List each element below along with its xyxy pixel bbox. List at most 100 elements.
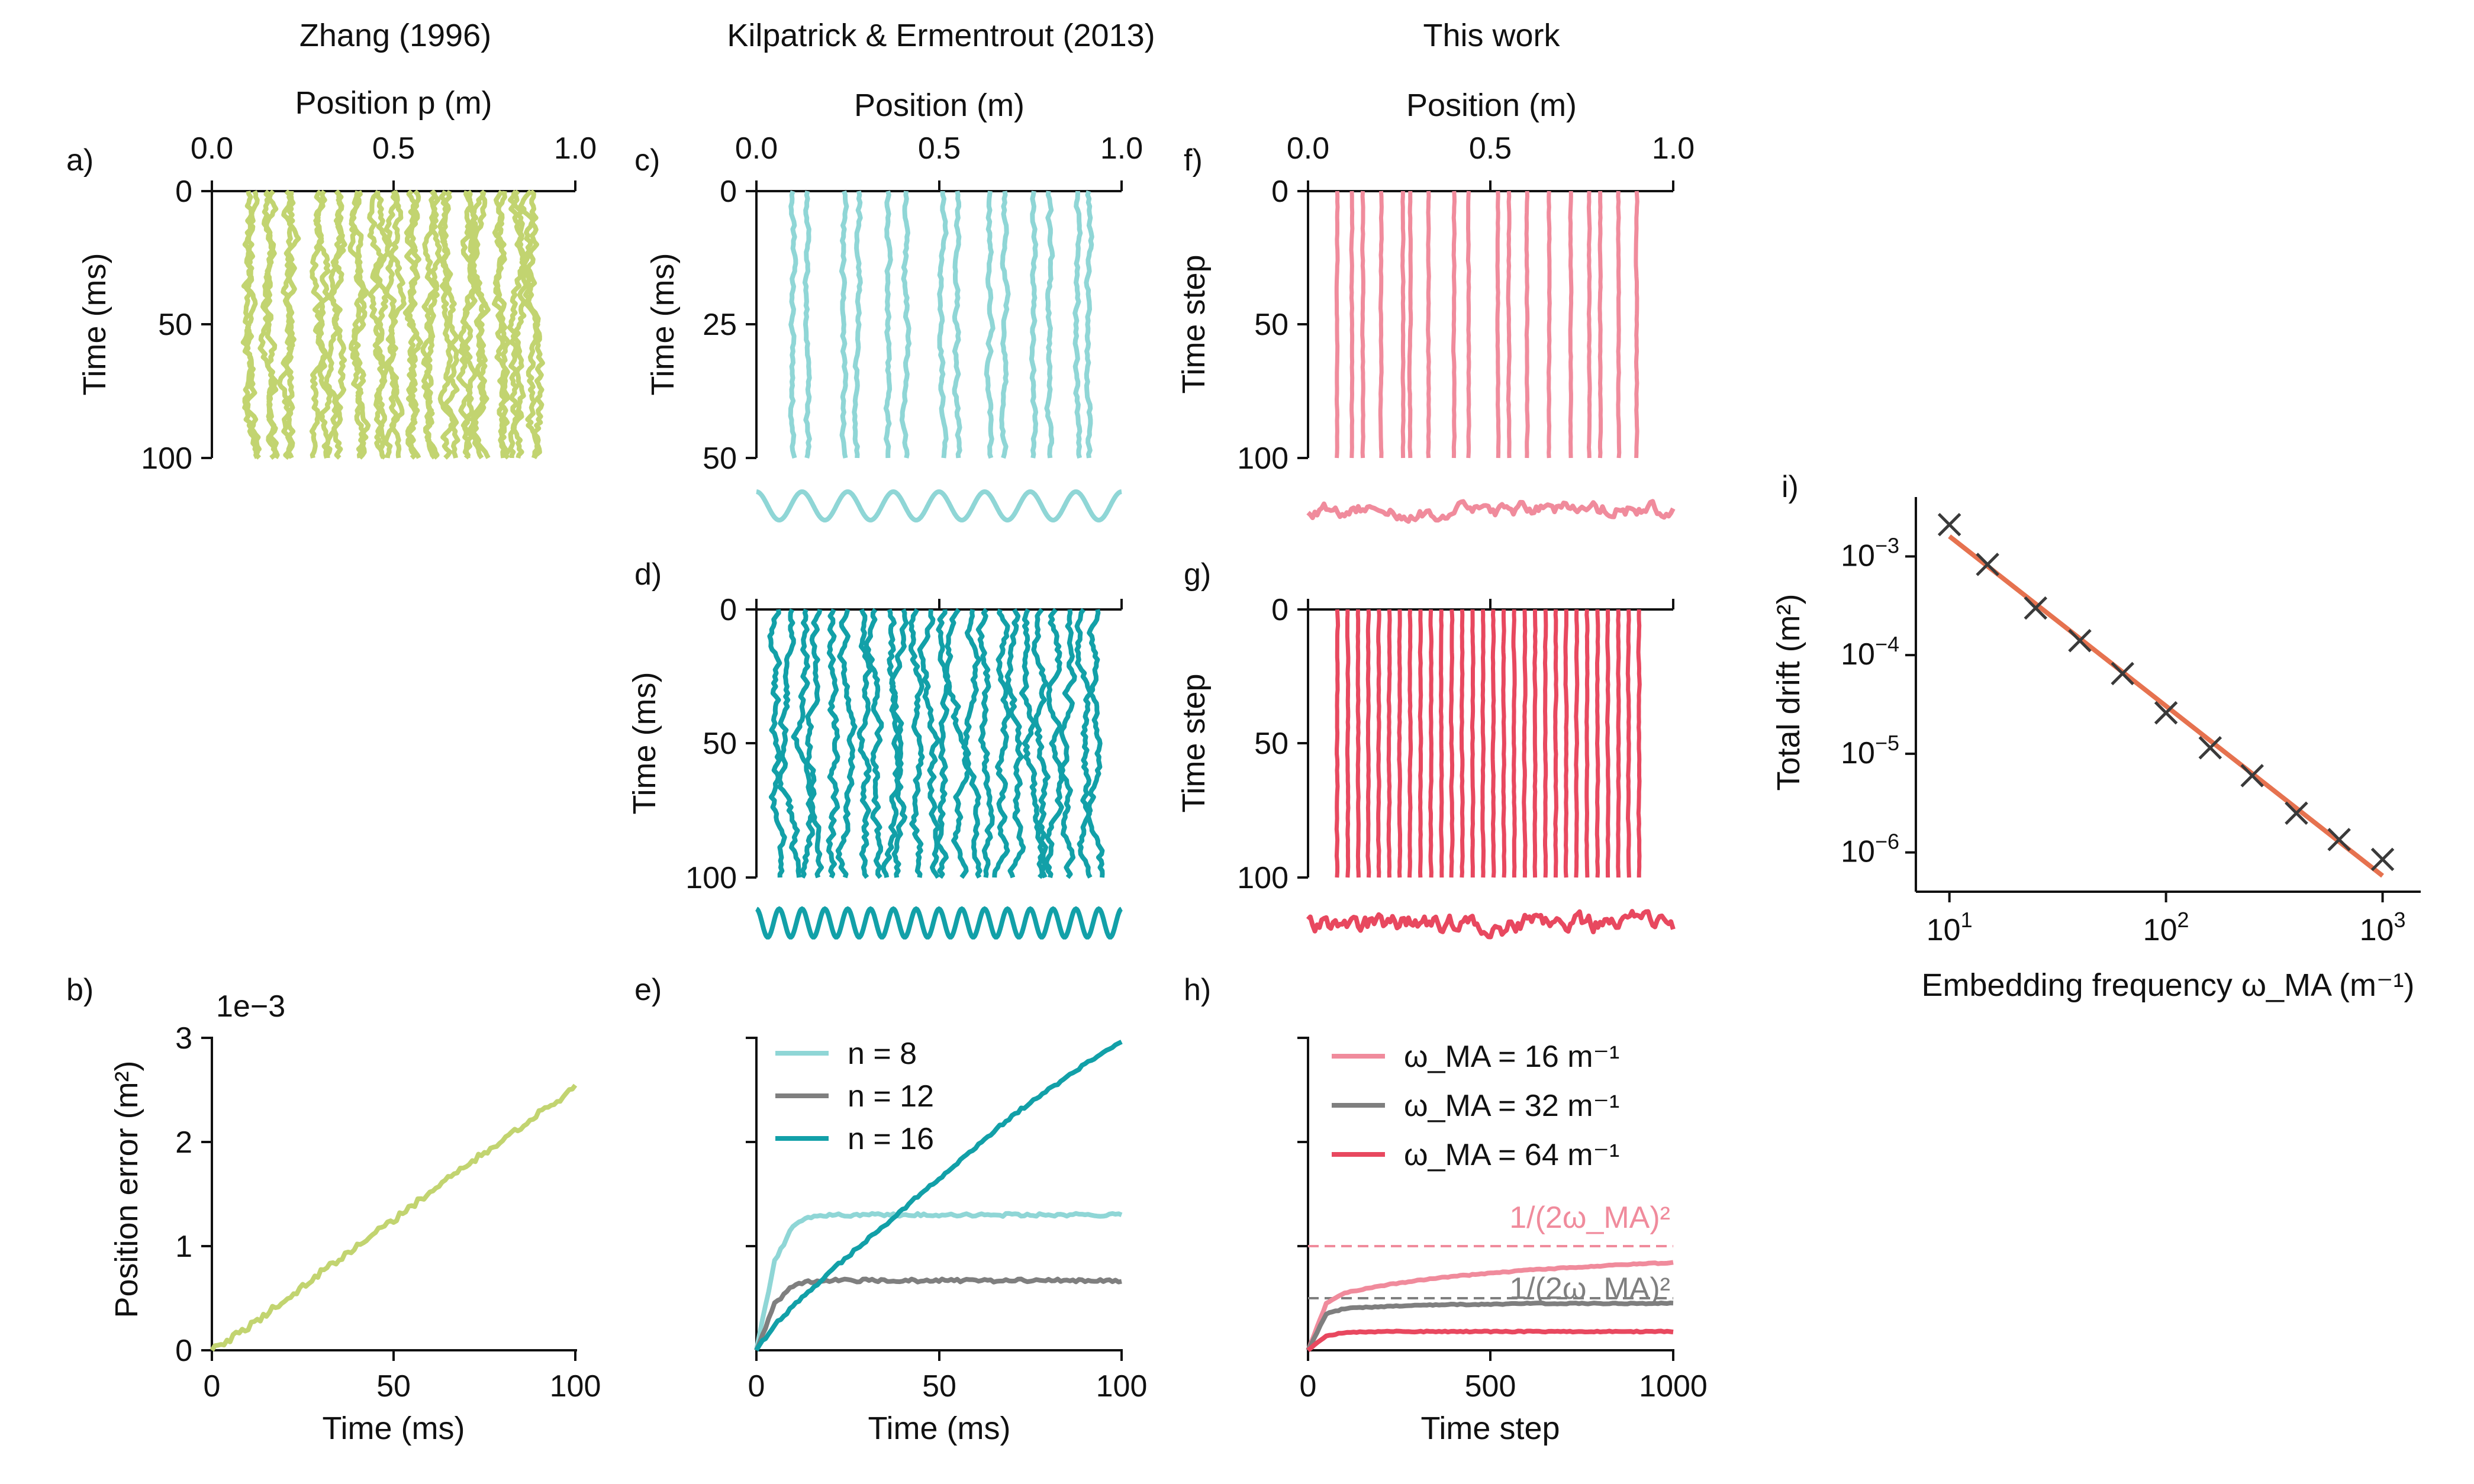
panel-a: Position p (m) 0.0 0.5 1.0 0 50 100 Time…	[77, 85, 597, 476]
tick-label: 100	[550, 1369, 601, 1404]
panel-letter-f: f)	[1184, 143, 1203, 178]
trajectory-path	[1501, 609, 1507, 878]
tick-label: 101	[1927, 908, 1973, 947]
marker-stroke	[2068, 629, 2092, 653]
panel-c-trajectories	[788, 190, 1094, 459]
panel-h-series-16	[1306, 1260, 1674, 1351]
trajectory-path	[1031, 608, 1051, 879]
tick-label: 50	[703, 727, 737, 761]
tick-label: 0	[720, 593, 737, 627]
trajectory-path	[1616, 609, 1621, 878]
marker-stroke	[2154, 701, 2178, 725]
legend-label-n12: n = 12	[848, 1079, 934, 1114]
tick-label: 1000	[1639, 1369, 1708, 1404]
trajectory-path	[1634, 191, 1639, 459]
panel-letter-a: a)	[66, 143, 94, 178]
panel-a-yticks: 0 50 100	[141, 175, 212, 476]
trajectory-path	[1439, 609, 1444, 878]
legend-label-16: ω_MA = 16 m⁻¹	[1404, 1040, 1619, 1074]
panel-g-ylabel: Time step	[1176, 673, 1212, 812]
marker-stroke	[2198, 736, 2222, 760]
trajectory-path	[1386, 609, 1392, 878]
trajectory-path	[1345, 609, 1351, 878]
trajectory-path	[1574, 609, 1580, 878]
trajectory-path	[460, 189, 479, 460]
trajectory-path	[1522, 609, 1528, 878]
trajectory-path	[1086, 609, 1105, 878]
trajectory-path	[952, 191, 962, 459]
marker-stroke	[1976, 553, 1999, 576]
trajectory-path	[1449, 609, 1455, 878]
panel-g: 0 50 100 Time step	[1176, 593, 1676, 940]
trajectory-path	[1044, 608, 1064, 879]
panel-d: 0 50 100 Time (ms)	[627, 593, 1123, 940]
panel-b-yticks: 0 1 2 3	[175, 1021, 212, 1368]
trajectory-path	[889, 608, 909, 878]
trajectory-path	[1511, 609, 1517, 878]
trajectory-path	[992, 608, 1011, 878]
trajectory-path	[1376, 609, 1381, 878]
trajectory-path	[1029, 191, 1039, 459]
panel-h: 0 500 1000 Time step 1/(2ω_MA)² 1/(2ω_MA…	[1297, 1037, 1708, 1446]
marker-stroke	[2285, 801, 2308, 825]
tick-label: 0	[720, 175, 737, 209]
trajectory-path	[1407, 609, 1413, 878]
panel-h-series-32	[1306, 1301, 1674, 1351]
trajectory-path	[839, 190, 849, 459]
trajectory-path	[802, 191, 812, 459]
trajectory-path	[1584, 609, 1590, 878]
tick-label: 10−5	[1841, 731, 1899, 770]
tick-label: 1.0	[554, 131, 597, 166]
tick-label: 10−4	[1841, 632, 1899, 672]
trajectory-path	[309, 189, 331, 459]
legend-label-n16: n = 16	[848, 1122, 934, 1156]
trajectory-path	[1586, 191, 1592, 459]
trajectory-path	[518, 189, 541, 459]
tick-label: 0	[175, 1334, 192, 1368]
tick-label: 0	[204, 1369, 221, 1404]
panel-f-trajectories	[1334, 191, 1639, 459]
tick-label-exponent: −6	[1875, 830, 1899, 854]
trajectory-path	[1616, 191, 1622, 459]
panel-d-ylabel: Time (ms)	[627, 672, 662, 815]
trajectory-path	[937, 191, 949, 459]
trajectory-path	[1004, 608, 1026, 879]
tick-label: 25	[703, 308, 737, 342]
trajectory-path	[856, 608, 874, 879]
trajectory-path	[909, 608, 925, 878]
trajectory-path	[1490, 609, 1496, 878]
panel-c-ylabel: Time (ms)	[645, 253, 681, 396]
tick-label: 50	[376, 1369, 411, 1404]
panel-e-legend: n = 8 n = 12 n = 16	[775, 1037, 934, 1156]
panel-e: 0 50 100 Time (ms) n = 8 n = 12 n = 16	[746, 1037, 1147, 1446]
panel-e-yticks	[746, 1037, 756, 1247]
tick-label: 100	[685, 861, 737, 895]
tick-label: 0.5	[372, 131, 415, 166]
tick-label: 0.0	[1287, 131, 1329, 166]
panel-e-xticks: 0 50 100	[748, 1350, 1147, 1404]
trajectory-path	[864, 608, 884, 879]
trajectory-path	[281, 189, 301, 459]
tick-label: 0.0	[735, 131, 778, 166]
trajectory-path	[492, 189, 511, 459]
legend-label-n8: n = 8	[848, 1037, 917, 1071]
trajectory-path	[1349, 191, 1355, 459]
panel-e-series-n16	[754, 1040, 1123, 1352]
trajectory-path	[1594, 609, 1600, 878]
trajectory-path	[1470, 609, 1476, 878]
trajectory-path	[368, 191, 391, 459]
panel-b-xlabel: Time (ms)	[323, 1411, 465, 1446]
trajectory-path	[899, 191, 912, 459]
tick-label: 0	[1271, 593, 1288, 627]
trajectory-path	[1553, 609, 1558, 878]
trajectory-path	[1397, 609, 1403, 878]
trajectory-path	[242, 190, 262, 460]
panel-a-trajectories	[240, 189, 545, 460]
trajectory-path	[1506, 191, 1512, 459]
marker-stroke	[2240, 764, 2264, 788]
panel-f-xticks: 0.0 0.5 1.0	[1287, 131, 1695, 191]
trajectory-path	[347, 190, 369, 460]
tick-label-exponent: 3	[2394, 908, 2405, 932]
trajectory-path	[767, 609, 787, 878]
trajectory-path	[1019, 608, 1045, 879]
